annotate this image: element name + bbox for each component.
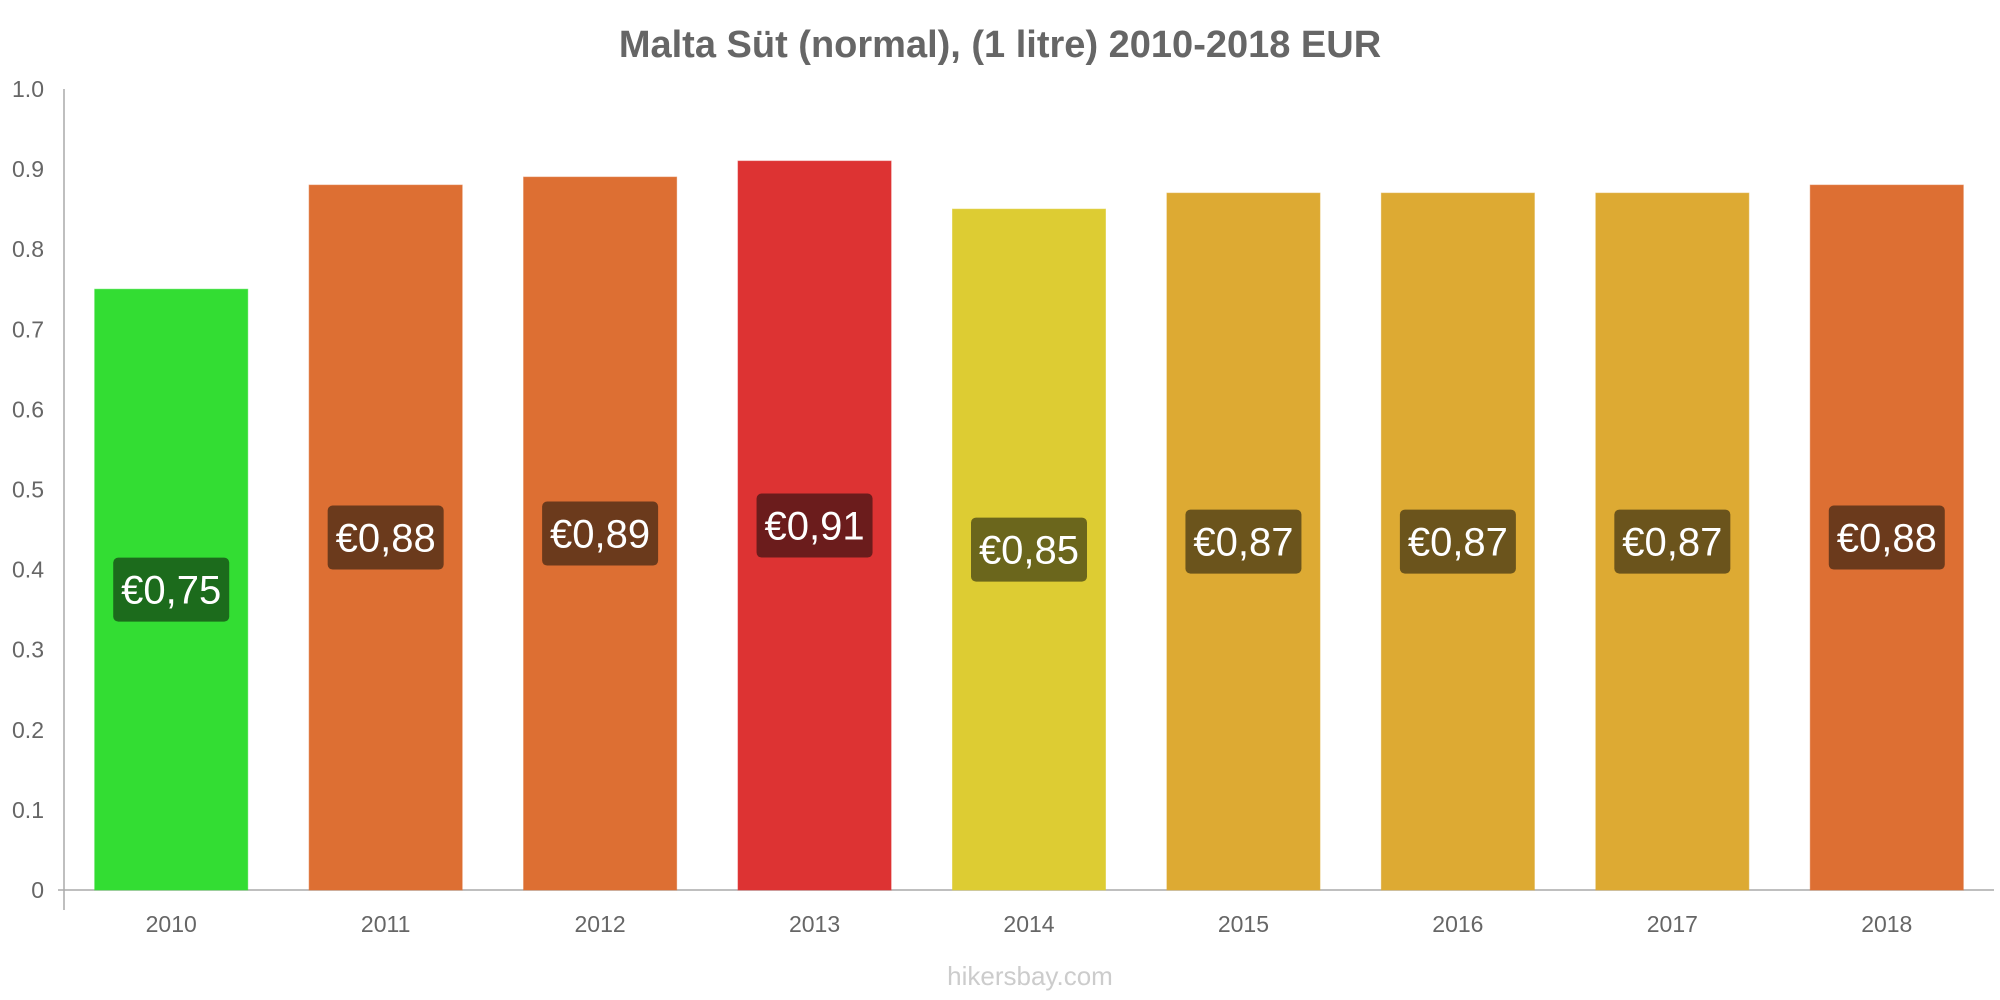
value-label: €0,75 (121, 569, 221, 613)
value-label-box (542, 501, 659, 566)
y-tick-label: 0.8 (12, 236, 44, 262)
y-tick-label: 0.4 (12, 557, 44, 583)
x-axis: 2010 2011 2012 2013 2014 2015 2016 2017 2018 (58, 889, 1994, 937)
value-labels: €0,75 €0,88 €0,89 €0,91 €0,85 €0,87 €0,87 €0,87… (113, 493, 1945, 622)
value-label: €0,87 (1193, 521, 1293, 565)
y-tick-label: 0.2 (12, 717, 44, 743)
value-label: €0,91 (765, 505, 865, 549)
value-label-box (1399, 509, 1516, 574)
x-tick-label: 2016 (1432, 911, 1483, 937)
x-tick-label: 2010 (146, 911, 197, 937)
value-label: €0,87 (1408, 521, 1508, 565)
x-tick-label: 2018 (1861, 911, 1912, 937)
y-axis: 0 0.1 0.2 0.3 0.4 0.5 0.6 0.7 0.8 0.9 1.0 (12, 76, 65, 910)
value-label-box (113, 557, 230, 622)
value-label-box (1185, 509, 1302, 574)
x-tick-label: 2013 (789, 911, 840, 937)
y-tick-label: 0.3 (12, 637, 44, 663)
x-tick-label: 2012 (575, 911, 626, 937)
y-tick-label: 0.7 (12, 316, 44, 342)
y-tick-label: 0.1 (12, 797, 44, 823)
y-tick-label: 0 (31, 877, 44, 903)
watermark: hikersbay.com (947, 961, 1113, 991)
y-tick-label: 1.0 (12, 76, 44, 102)
value-label-box (756, 493, 873, 558)
value-label: €0,88 (1837, 517, 1937, 561)
value-label-box (971, 517, 1087, 582)
y-tick-label: 0.9 (12, 156, 44, 182)
value-label-box (1614, 509, 1731, 574)
value-label: €0,85 (979, 529, 1079, 573)
value-label: €0,89 (550, 513, 650, 557)
value-label-box (327, 505, 444, 570)
x-tick-label: 2015 (1218, 911, 1269, 937)
value-label: €0,88 (336, 517, 436, 561)
y-tick-label: 0.6 (12, 396, 44, 422)
x-tick-label: 2011 (361, 911, 410, 937)
y-tick-label: 0.5 (12, 477, 44, 503)
x-tick-label: 2014 (1003, 911, 1054, 937)
value-label-box (1828, 505, 1945, 570)
chart-title: Malta Süt (normal), (1 litre) 2010-2018 … (619, 24, 1381, 66)
value-label: €0,87 (1622, 521, 1722, 565)
x-tick-label: 2017 (1647, 911, 1698, 937)
